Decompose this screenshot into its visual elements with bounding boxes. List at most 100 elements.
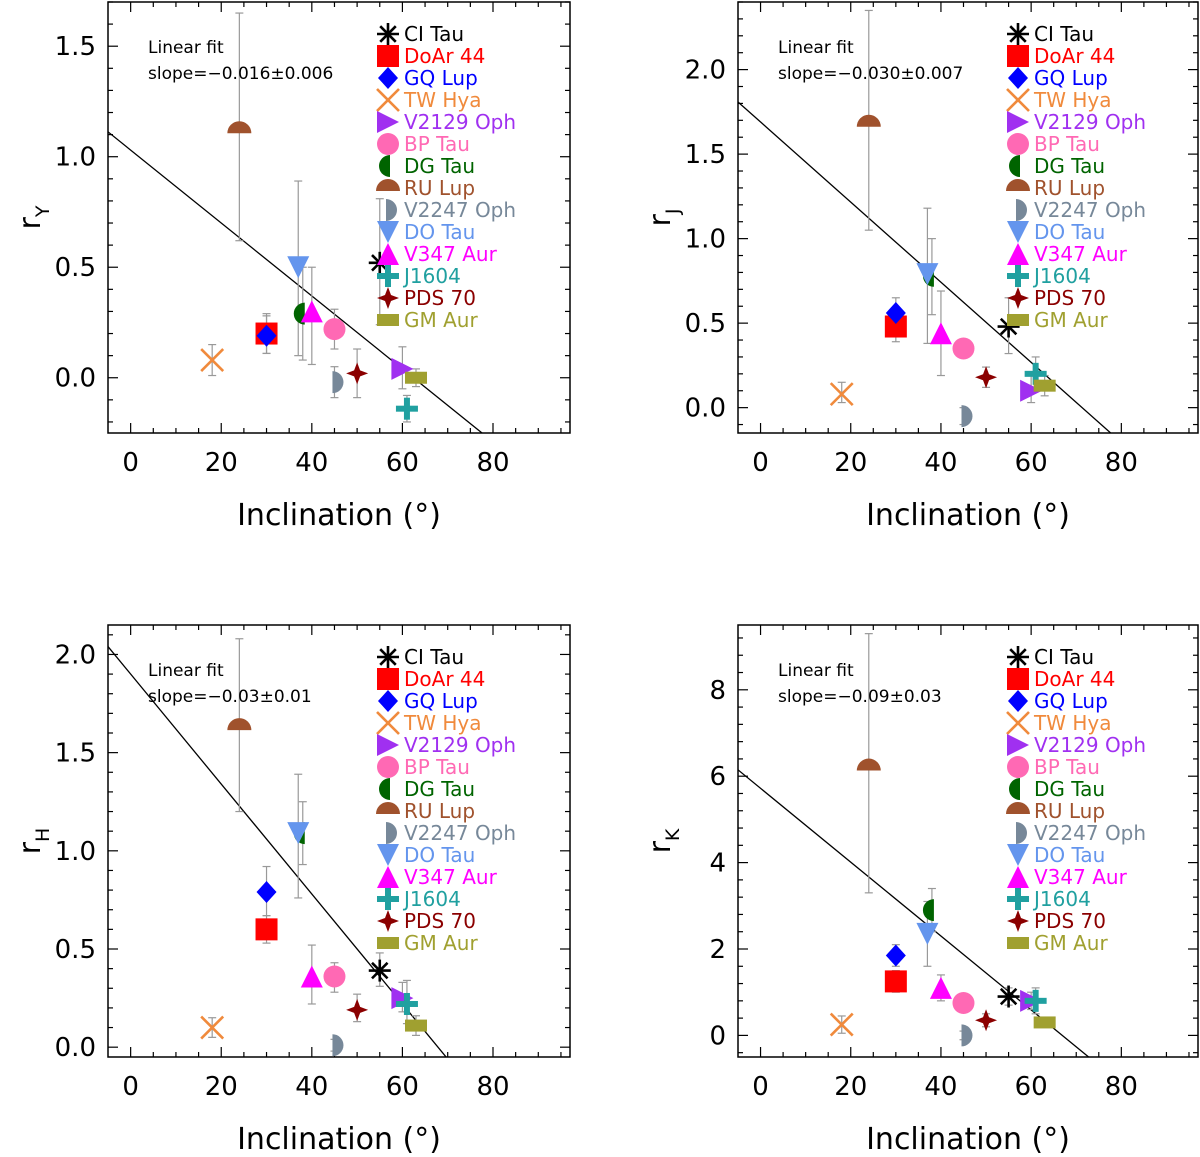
legend-marker [1006,88,1030,112]
legend-label: RU Lup [404,799,475,823]
legend-label: GQ Lup [404,66,478,90]
plot-area [108,12,484,433]
legend-marker [376,179,400,191]
panel-1: 0 20 40 60 80 0.0 0.5 1.0 1.5 Inclination (°) rY Li… [13,1,571,533]
data-point [929,976,952,999]
data-point [829,382,854,407]
data-point [323,965,346,988]
legend-marker [377,866,399,888]
legend-label: GM Aur [404,308,478,332]
data-point [1020,379,1043,402]
y-axis-label: rY [13,205,54,229]
fit-slope: slope=−0.016±0.006 [148,64,333,84]
legend-marker [1007,265,1029,287]
y-axis-label-text: rH [13,828,54,855]
legend-marker [377,133,399,155]
legend-label: V2129 Oph [404,733,516,757]
legend-label: DG Tau [404,154,475,178]
legend-label: BP Tau [1034,132,1100,156]
data-point [227,121,252,134]
legend-label: GM Aur [1034,308,1108,332]
legend-marker [377,287,399,309]
data-point [885,944,906,967]
legend-label: GM Aur [1034,931,1108,955]
fit-slope: slope=−0.09±0.03 [778,687,942,707]
data-point [287,256,310,279]
y-tick-label: 1.0 [55,143,96,173]
plot-frame [107,624,571,1058]
data-point [1024,989,1047,1012]
legend-marker [1007,668,1029,690]
fit-line [738,101,1112,433]
data-point [929,322,952,345]
legend-marker [1008,690,1028,712]
data-point [1033,379,1056,392]
legend-label: V347 Aur [1034,865,1128,889]
legend-marker [1007,23,1029,45]
legend-marker [1006,802,1030,814]
y-axis-label-sub: Y [32,205,54,218]
legend-marker [1009,155,1020,177]
data-point [256,881,277,904]
data-point [346,998,369,1021]
legend-label: DG Tau [1034,777,1105,801]
legend-label: V347 Aur [404,242,498,266]
data-point [975,1009,998,1032]
legend-marker [377,937,399,949]
data-point [200,1015,225,1040]
x-tick-label: 60 [1015,1072,1048,1102]
legend-label: PDS 70 [404,909,476,933]
legend-marker [1007,133,1029,155]
x-tick-label: 0 [122,448,139,478]
data-point [395,992,418,1015]
legend-label: DG Tau [404,777,475,801]
y-tick-label: 1.5 [55,32,96,62]
legend-label: V347 Aur [1034,242,1128,266]
x-tick-label: 20 [834,448,867,478]
x-tick-label: 20 [834,1072,867,1102]
legend-label: TW Hya [1033,88,1111,112]
legend-marker [1007,111,1029,133]
legend-label: J1604 [1032,264,1091,288]
plot-area [108,638,447,1057]
legend-label: DO Tau [404,843,475,867]
y-tick-label: 1.0 [55,837,96,867]
y-axis-label-text: rJ [643,209,684,227]
legend-marker [1007,910,1029,932]
legend-marker [379,778,390,800]
data-point [200,348,225,372]
legend-label: DoAr 44 [1034,667,1115,691]
legend-label: V2247 Oph [404,198,516,222]
legend-marker [377,45,399,67]
legend-label: V2247 Oph [1034,821,1146,845]
x-axis-label: Inclination (°) [866,1122,1070,1157]
x-axis-label: Inclination (°) [866,498,1070,533]
legend-label: RU Lup [1034,799,1105,823]
legend-label: DoAr 44 [404,44,485,68]
legend-marker [377,668,399,690]
y-tick-label: 2.0 [55,640,96,670]
fit-slope: slope=−0.030±0.007 [778,64,963,84]
legend-marker [386,822,397,844]
data-point [885,301,906,324]
y-axis-label-text: rK [643,828,684,853]
legend-marker [377,734,399,756]
y-axis-label-sub: H [32,828,54,842]
legend-label: DO Tau [404,220,475,244]
legend-marker [377,646,399,668]
data-point [256,324,277,347]
x-tick-label: 0 [752,1072,769,1102]
fit-line [738,769,1090,1057]
panel-4: 0 20 40 60 80 0 2 4 6 8 Inclination (°) rK Linear fi… [643,624,1199,1157]
y-tick-label: 4 [709,849,726,879]
legend-label: J1604 [402,264,461,288]
plot-area [738,633,1090,1057]
legend-label: PDS 70 [404,286,476,310]
legend-marker [1007,937,1029,949]
data-point [922,899,934,922]
data-point [916,922,939,945]
panel-2: 0 20 40 60 80 0.0 0.5 1.0 1.5 2.0 Inclination (°) r… [643,1,1199,533]
legend-label: GQ Lup [1034,66,1108,90]
x-tick-label: 60 [1015,448,1048,478]
x-tick-label: 20 [205,448,238,478]
